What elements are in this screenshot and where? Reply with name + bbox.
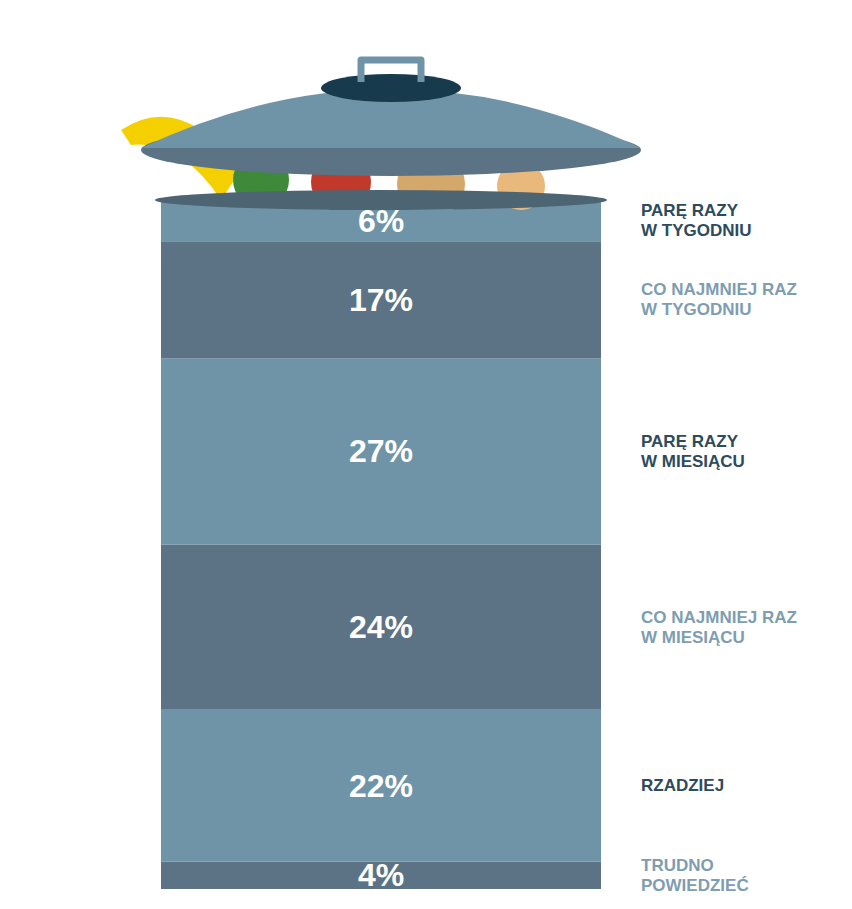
svg-text:24%: 24% — [349, 609, 413, 645]
svg-text:PARĘ RAZY: PARĘ RAZY — [641, 432, 739, 451]
svg-text:4%: 4% — [358, 857, 404, 893]
svg-text:CO NAJMNIEJ RAZ: CO NAJMNIEJ RAZ — [641, 280, 797, 299]
svg-text:6%: 6% — [358, 203, 404, 239]
svg-text:POWIEDZIEĆ: POWIEDZIEĆ — [641, 876, 749, 895]
svg-text:W MIESIĄCU: W MIESIĄCU — [641, 628, 745, 647]
svg-text:W TYGODNIU: W TYGODNIU — [641, 221, 752, 240]
svg-text:17%: 17% — [349, 282, 413, 318]
svg-text:22%: 22% — [349, 768, 413, 804]
svg-text:CO NAJMNIEJ RAZ: CO NAJMNIEJ RAZ — [641, 608, 797, 627]
svg-text:RZADZIEJ: RZADZIEJ — [641, 776, 724, 795]
svg-text:PARĘ RAZY: PARĘ RAZY — [641, 201, 739, 220]
svg-text:TRUDNO: TRUDNO — [641, 856, 714, 875]
svg-text:W MIESIĄCU: W MIESIĄCU — [641, 452, 745, 471]
svg-text:27%: 27% — [349, 433, 413, 469]
svg-text:W TYGODNIU: W TYGODNIU — [641, 300, 752, 319]
